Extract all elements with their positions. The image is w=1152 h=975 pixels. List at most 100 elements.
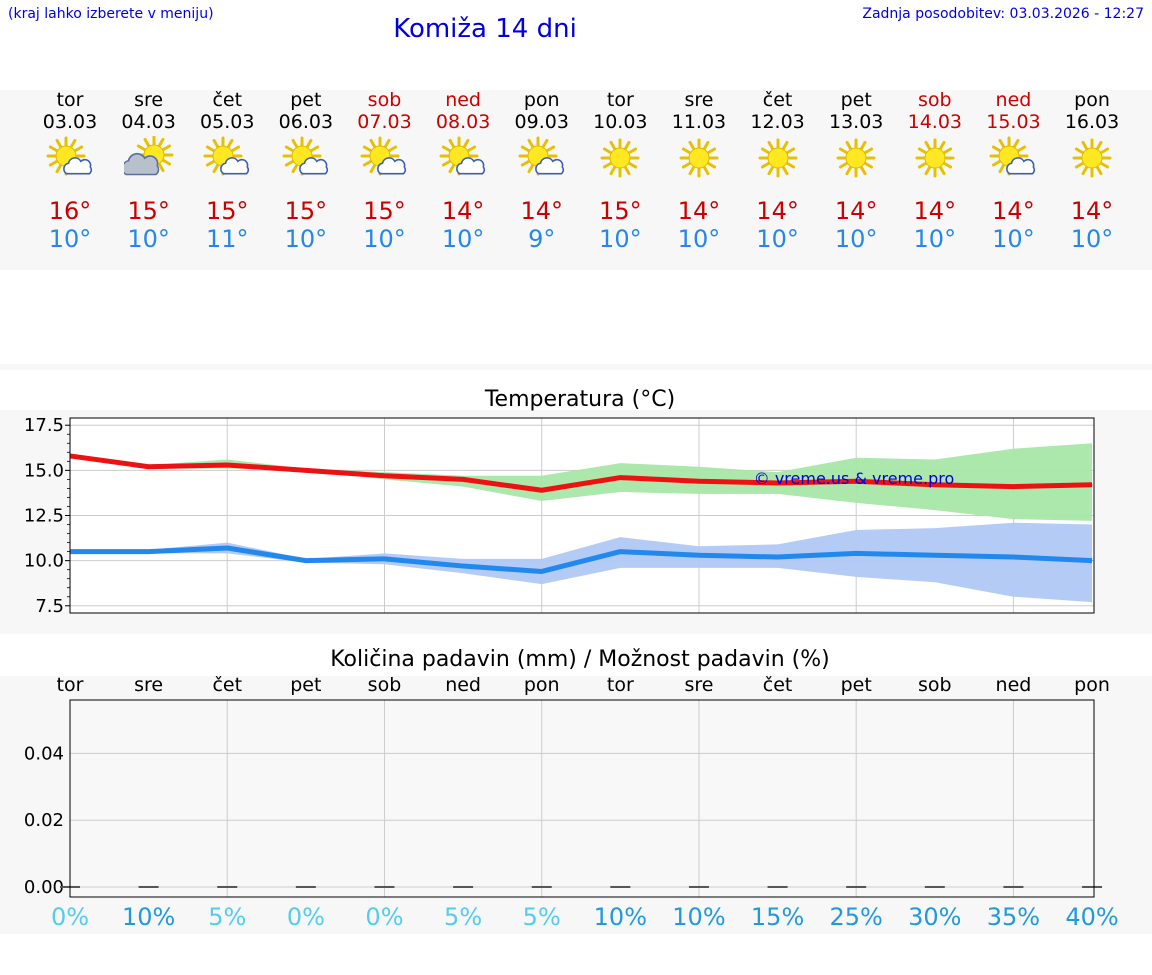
min-temp: 9°: [528, 225, 556, 253]
precipitation-title: Količina padavin (mm) / Možnost padavin …: [330, 647, 830, 672]
cloud-sun-icon: [123, 136, 174, 176]
max-temp: 15°: [284, 197, 328, 225]
last-updated: Zadnja posodobitev: 03.03.2026 - 12:27: [862, 6, 1144, 22]
sun-cloud-icon: [203, 136, 250, 176]
day-date: 10.03: [593, 111, 648, 133]
precip-probability: 25%: [829, 903, 883, 931]
day-date: 09.03: [514, 111, 569, 133]
min-temp: 10°: [284, 225, 328, 253]
min-temp: 10°: [677, 225, 721, 253]
min-temp: 10°: [363, 225, 406, 253]
day-name: sre: [684, 89, 714, 111]
min-temp: 10°: [127, 225, 170, 253]
precip-day-label: tor: [606, 674, 634, 696]
day-date: 06.03: [278, 111, 334, 133]
sun-cloud-icon: [360, 136, 407, 176]
day-name: pon: [523, 89, 560, 111]
sun-icon: [915, 138, 955, 178]
max-temp: 14°: [677, 197, 721, 225]
day-name: pet: [840, 89, 872, 111]
precip-probability: 0%: [286, 903, 325, 931]
precipitation-band: [0, 676, 1152, 934]
max-temp: 15°: [205, 197, 249, 225]
separator-band: [0, 364, 1152, 370]
day-name: tor: [606, 89, 634, 111]
forecast-band: [0, 90, 1152, 270]
page-title: Komiža 14 dni: [393, 14, 577, 44]
day-date: 05.03: [200, 111, 255, 133]
min-temp: 10°: [599, 225, 642, 253]
day-date: 04.03: [121, 111, 176, 133]
precip-day-label: ned: [445, 674, 481, 696]
day-date: 08.03: [435, 111, 491, 133]
precip-day-label: čet: [212, 674, 243, 696]
precip-day-label: sre: [134, 674, 164, 696]
sun-icon: [600, 138, 640, 178]
min-temp: 10°: [756, 225, 799, 253]
precip-day-label: pet: [290, 674, 322, 696]
temperature-band: [0, 410, 1152, 634]
temperature-title: Temperatura (°C): [484, 387, 676, 412]
sun-cloud-icon: [282, 136, 328, 176]
max-temp: 14°: [913, 197, 957, 225]
min-temp: 11°: [205, 225, 249, 253]
precip-probability: 35%: [986, 903, 1041, 931]
precip-day-label: sre: [684, 674, 714, 696]
max-temp: 15°: [363, 197, 406, 225]
day-name: sre: [134, 89, 164, 111]
day-date: 15.03: [986, 111, 1041, 133]
min-temp: 10°: [992, 225, 1035, 253]
sun-icon: [836, 138, 876, 178]
day-name: ned: [995, 89, 1032, 111]
precip-probability: 0%: [365, 903, 404, 931]
min-temp: 10°: [48, 225, 92, 253]
max-temp: 14°: [520, 197, 563, 225]
precip-day-label: pon: [523, 674, 560, 696]
day-name: pet: [290, 89, 322, 111]
min-temp: 10°: [834, 225, 878, 253]
day-name: čet: [762, 89, 793, 111]
max-temp: 14°: [756, 197, 799, 225]
precip-day-label: pon: [1074, 674, 1110, 696]
sun-cloud-icon: [518, 136, 564, 176]
day-date: 03.03: [42, 111, 98, 133]
precip-probability: 5%: [522, 903, 561, 931]
sun-icon: [1072, 138, 1112, 178]
day-date: 11.03: [671, 111, 727, 133]
max-temp: 14°: [441, 197, 485, 225]
day-date: 13.03: [828, 111, 884, 133]
day-date: 14.03: [907, 111, 963, 133]
precip-probability: 10%: [672, 903, 726, 931]
precip-probability: 0%: [50, 903, 90, 931]
min-temp: 10°: [1070, 225, 1114, 253]
precip-day-label: pet: [840, 674, 872, 696]
day-date: 16.03: [1064, 111, 1120, 133]
precip-day-label: sob: [918, 674, 952, 696]
precip-probability: 5%: [444, 903, 483, 931]
max-temp: 14°: [1070, 197, 1114, 225]
sun-cloud-icon: [439, 136, 486, 176]
day-name: pon: [1074, 89, 1110, 111]
sun-icon: [679, 138, 719, 178]
precip-probability: 40%: [1065, 903, 1119, 931]
precip-probability: 30%: [908, 903, 962, 931]
sun-cloud-icon: [46, 136, 93, 176]
day-name: čet: [212, 89, 243, 111]
precip-day-label: ned: [995, 674, 1032, 696]
precip-probability: 10%: [593, 903, 647, 931]
day-date: 12.03: [750, 111, 805, 133]
precip-probability: 5%: [208, 903, 247, 931]
precip-day-label: sob: [367, 674, 402, 696]
min-temp: 10°: [913, 225, 957, 253]
day-name: ned: [445, 89, 481, 111]
max-temp: 15°: [127, 197, 170, 225]
precip-probability: 15%: [750, 903, 805, 931]
precip-probability: 10%: [121, 903, 176, 931]
precip-day-label: tor: [56, 674, 84, 696]
max-temp: 14°: [834, 197, 878, 225]
day-name: sob: [918, 89, 952, 111]
precip-day-label: čet: [762, 674, 793, 696]
hint-text: (kraj lahko izberete v meniju): [8, 6, 214, 22]
sun-icon: [758, 138, 798, 178]
max-temp: 16°: [48, 197, 92, 225]
